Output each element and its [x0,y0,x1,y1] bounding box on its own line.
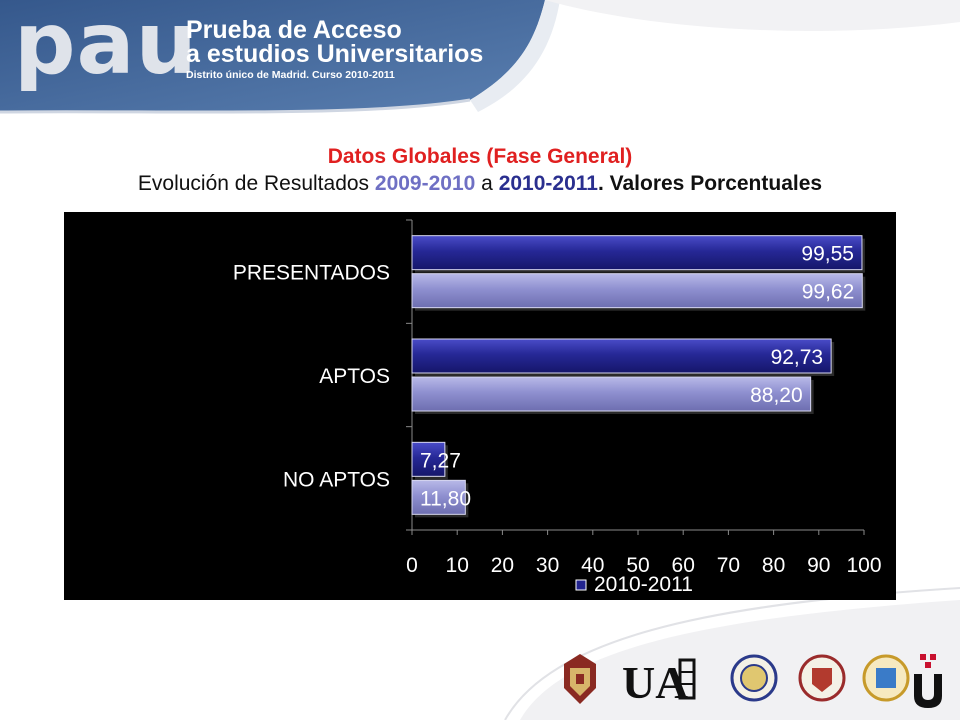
category-label: NO APTOS [283,468,390,491]
chart-panel: PRESENTADOS 99,55 99,62 APTOS 92,73 88,20 NO A… [64,212,896,600]
subtitle-suffix: . Valores Porcentuales [597,172,823,195]
bar [411,441,446,477]
bar [411,376,812,412]
seal-icon [798,654,846,702]
data-label: 7,27 [420,449,461,472]
bar [411,479,466,515]
data-label: 88,20 [750,384,803,407]
bar [411,338,832,374]
data-label: 92,73 [771,346,824,369]
x-tick-label: 0 [406,554,418,577]
category-label: APTOS [319,365,390,388]
x-tick-label: 60 [672,554,695,577]
subtitle-prefix: Evolución de Resultados [137,172,375,195]
legend-label: 2010-2011 [594,573,693,596]
legend-swatch [575,579,587,591]
subtitle-year-1: 2009-2010 [374,172,476,195]
x-tick-label: 10 [446,554,469,577]
x-tick-label: 70 [717,554,740,577]
x-tick-label: 40 [581,554,604,577]
x-tick-label: 50 [626,554,649,577]
data-label: 11,80 [420,487,471,510]
seal-icon [730,654,778,702]
university-crest-icon [564,654,596,704]
x-tick-label: 20 [491,554,514,577]
subtitle-mid: a [475,172,499,195]
category-label: PRESENTADOS [233,262,390,285]
uam-logo: UA [622,657,696,708]
logo-line-2: a estudios Universitarios [186,40,484,68]
pau-logo: pau Prueba de Acceso a estudios Universi… [0,0,560,110]
x-tick-label: 30 [536,554,559,577]
logo-line-3: Distrito único de Madrid. Curso 2010-201… [186,69,395,81]
x-tick-label: 90 [807,554,830,577]
pau-brand: pau [14,0,198,94]
slide-title: Datos Globales (Fase General) Evolución … [0,144,960,198]
title-main: Datos Globales (Fase General) [327,145,633,168]
data-label: 99,62 [802,281,855,304]
x-tick-label: 80 [762,554,785,577]
logo-line-1: Prueba de Acceso [186,16,402,44]
uc3m-logo [914,654,942,708]
bar [411,273,863,309]
university-logos: UA [564,654,942,708]
bar-chart: PRESENTADOS 99,55 99,62 APTOS 92,73 88,20 NO A… [233,219,882,596]
bar [411,235,863,271]
seal-icon [862,654,910,702]
x-tick-label: 100 [846,554,881,577]
subtitle-year-2: 2010-2011 [498,172,598,195]
data-label: 99,55 [801,243,854,266]
svg-text:UA: UA [622,657,688,708]
title-subtitle: Evolución de Resultados 2009-2010 a 2010… [0,170,960,198]
